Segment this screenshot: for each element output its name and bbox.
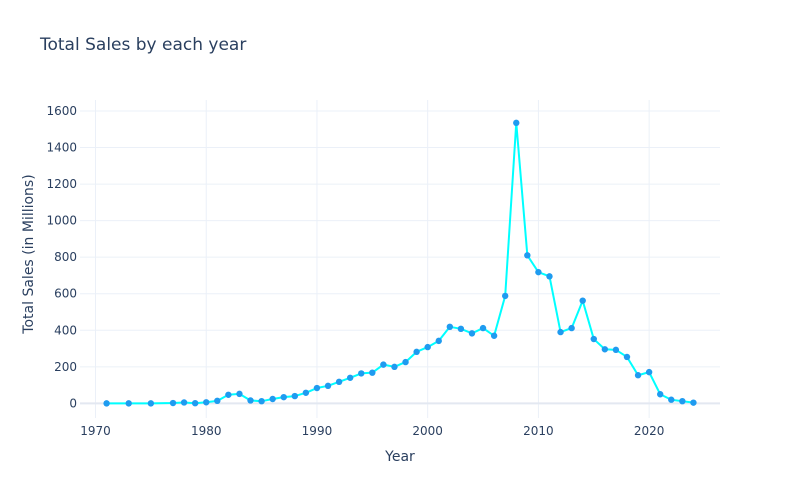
chart-title: Total Sales by each year xyxy=(39,35,246,55)
y-tick-label: 1200 xyxy=(46,177,77,191)
grid xyxy=(80,100,720,418)
data-point[interactable] xyxy=(402,358,409,366)
data-point[interactable] xyxy=(579,297,586,304)
y-tick-label: 1400 xyxy=(46,141,77,155)
x-tick-label: 1990 xyxy=(302,424,333,438)
data-point[interactable] xyxy=(601,346,609,353)
data-point[interactable] xyxy=(203,399,210,406)
data-point[interactable] xyxy=(258,397,265,405)
x-tick-label: 1980 xyxy=(191,424,222,438)
data-point[interactable] xyxy=(180,399,188,406)
y-tick-label: 800 xyxy=(54,250,77,264)
y-tick-label: 1600 xyxy=(46,104,77,118)
x-tick-label: 1970 xyxy=(80,424,111,438)
data-point[interactable] xyxy=(346,374,354,381)
data-point[interactable] xyxy=(369,369,376,376)
data-point[interactable] xyxy=(645,368,653,376)
data-point[interactable] xyxy=(169,399,177,407)
data-point[interactable] xyxy=(358,370,365,377)
data-point[interactable] xyxy=(225,391,232,398)
y-tick-label: 0 xyxy=(69,396,77,410)
data-point[interactable] xyxy=(479,324,487,332)
data-point[interactable] xyxy=(125,400,132,407)
data-point[interactable] xyxy=(690,399,697,406)
data-point[interactable] xyxy=(302,389,310,396)
data-point[interactable] xyxy=(535,268,542,276)
data-point[interactable] xyxy=(269,395,276,403)
data-point[interactable] xyxy=(103,400,110,407)
series-line xyxy=(106,121,694,405)
data-point[interactable] xyxy=(679,397,686,405)
data-point[interactable] xyxy=(280,393,287,401)
data-point[interactable] xyxy=(546,273,553,280)
data-point[interactable] xyxy=(247,397,254,404)
data-point[interactable] xyxy=(490,332,498,339)
data-point[interactable] xyxy=(313,384,321,392)
data-point[interactable] xyxy=(291,392,299,400)
x-axis-ticks: 1970 1980 1990 2000 2010 2020 xyxy=(80,424,664,438)
data-point[interactable] xyxy=(634,372,642,379)
x-tick-label: 2020 xyxy=(634,424,665,438)
data-point[interactable] xyxy=(557,328,564,336)
y-tick-label: 1000 xyxy=(46,214,77,228)
x-tick-label: 2000 xyxy=(412,424,443,438)
y-axis-ticks: 0 200 400 600 800 1000 1200 1400 1600 xyxy=(46,104,77,410)
y-tick-label: 200 xyxy=(54,360,77,374)
series xyxy=(103,119,697,407)
data-point[interactable] xyxy=(324,382,332,390)
data-point[interactable] xyxy=(513,119,520,127)
data-point[interactable] xyxy=(446,323,454,331)
data-point[interactable] xyxy=(524,252,531,259)
y-axis-title: Total Sales (in Millions) xyxy=(21,174,37,334)
data-point[interactable] xyxy=(191,399,199,407)
data-point[interactable] xyxy=(568,324,575,332)
data-point[interactable] xyxy=(391,363,398,371)
data-point[interactable] xyxy=(236,390,243,398)
data-point[interactable] xyxy=(424,343,431,351)
data-point[interactable] xyxy=(590,335,597,343)
data-point[interactable] xyxy=(668,396,675,403)
data-point[interactable] xyxy=(623,353,631,361)
data-point[interactable] xyxy=(214,397,221,405)
x-axis-title: Year xyxy=(384,449,415,465)
data-point[interactable] xyxy=(457,325,465,333)
data-point[interactable] xyxy=(380,361,387,368)
y-tick-label: 400 xyxy=(54,323,77,337)
data-point[interactable] xyxy=(612,346,620,354)
y-tick-label: 600 xyxy=(54,287,77,301)
data-point[interactable] xyxy=(335,378,343,386)
data-point[interactable] xyxy=(413,348,420,356)
data-point[interactable] xyxy=(147,400,155,407)
data-point[interactable] xyxy=(435,337,442,345)
x-tick-label: 2010 xyxy=(523,424,554,438)
data-point[interactable] xyxy=(468,330,476,337)
data-point[interactable] xyxy=(501,292,509,300)
data-point[interactable] xyxy=(657,391,664,398)
